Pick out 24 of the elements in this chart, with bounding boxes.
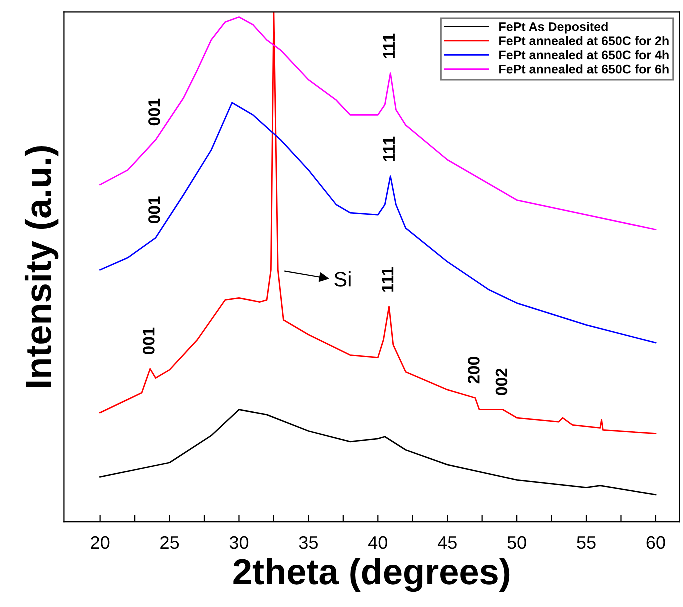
annotation: Si bbox=[334, 272, 351, 287]
legend-label: FePt As Deposited bbox=[500, 22, 608, 34]
x-tick-label: 55 bbox=[577, 536, 596, 550]
x-tick-label: 30 bbox=[230, 536, 249, 550]
annotation: 111 bbox=[383, 34, 395, 58]
annotation: 001 bbox=[143, 328, 155, 355]
x-tick-label: 25 bbox=[160, 536, 180, 550]
annotation: 001 bbox=[148, 98, 160, 126]
x-tick-label: 20 bbox=[91, 536, 110, 550]
annotation: 001 bbox=[148, 196, 160, 224]
legend-label: FePt annealed at 650C for 6h bbox=[500, 64, 669, 74]
x-tick-label: 45 bbox=[438, 536, 457, 550]
y-axis-title: Intensity (a.u.) bbox=[24, 146, 59, 388]
legend-label: FePt annealed at 650C for 2h bbox=[500, 36, 669, 46]
x-tick-label: 50 bbox=[508, 536, 526, 550]
x-tick-label: 60 bbox=[646, 536, 666, 550]
annotation: 111 bbox=[383, 136, 395, 162]
annotation: 200 bbox=[468, 357, 480, 384]
x-tick-label: 35 bbox=[299, 536, 318, 550]
x-tick-label: 40 bbox=[368, 536, 388, 550]
legend-label: FePt annealed at 650C for 4h bbox=[500, 50, 669, 60]
annotation: 111 bbox=[382, 267, 394, 292]
annotation: 002 bbox=[496, 368, 508, 396]
x-axis-title: 2theta (degrees) bbox=[234, 558, 510, 592]
